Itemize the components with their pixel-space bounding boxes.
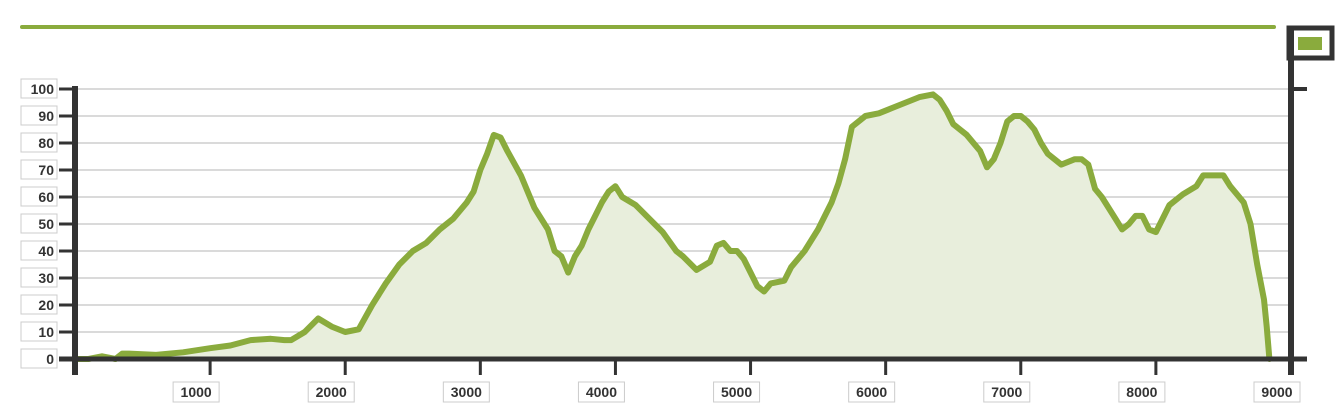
y-tick-label: 60 xyxy=(38,189,54,205)
x-tick-box-2000 xyxy=(307,381,355,403)
x-tick-label: 2000 xyxy=(316,384,347,400)
x-tick-label: 6000 xyxy=(856,384,887,400)
y-tick-box-30 xyxy=(20,267,58,288)
x-tick-label: 5000 xyxy=(721,384,752,400)
y-tick-label: 20 xyxy=(38,297,54,313)
axes xyxy=(59,28,1307,375)
x-axis-ticks: 1000 2000 3000 4000 5000 6000 7000 8000 9000 xyxy=(172,359,1301,403)
y-tick-box-70 xyxy=(20,159,58,180)
x-tick-box-3000 xyxy=(442,381,490,403)
legend xyxy=(1286,25,1335,61)
y-tick-box-40 xyxy=(20,240,58,261)
y-tick-box-50 xyxy=(20,213,58,234)
x-tick-box-7000 xyxy=(983,381,1031,403)
x-tick-label: 7000 xyxy=(991,384,1022,400)
y-tick-label: 0 xyxy=(46,351,54,367)
y-tick-label: 50 xyxy=(38,216,54,232)
y-tick-box-80 xyxy=(20,132,58,153)
y-tick-box-10 xyxy=(20,321,58,342)
x-tick-label: 9000 xyxy=(1261,384,1292,400)
x-tick-label: 3000 xyxy=(451,384,482,400)
x-tick-box-8000 xyxy=(1118,381,1166,403)
y-tick-box-0 xyxy=(20,348,58,369)
x-tick-box-4000 xyxy=(577,381,625,403)
series-line xyxy=(72,91,1273,362)
y-tick-label: 70 xyxy=(38,162,54,178)
y-tick-label: 30 xyxy=(38,270,54,286)
y-tick-box-90 xyxy=(20,105,58,126)
y-tick-box-60 xyxy=(20,186,58,207)
x-tick-box-9000 xyxy=(1253,381,1301,403)
y-tick-label: 90 xyxy=(38,108,54,124)
legend-swatch xyxy=(1298,37,1322,50)
y-tick-label: 40 xyxy=(38,243,54,259)
y-tick-label: 80 xyxy=(38,135,54,151)
y-axis-ticks: 0 10 20 30 40 50 60 70 80 90 100 xyxy=(20,78,75,369)
y-tick-box-100 xyxy=(20,78,58,99)
y-tick-label: 100 xyxy=(31,81,55,97)
y-tick-box-20 xyxy=(20,294,58,315)
y-tick-label: 10 xyxy=(38,324,54,340)
area-fill xyxy=(75,94,1270,360)
x-tick-label: 8000 xyxy=(1126,384,1157,400)
x-tick-box-5000 xyxy=(713,381,761,403)
x-tick-box-1000 xyxy=(172,381,220,403)
x-tick-box-6000 xyxy=(848,381,896,403)
plot-area xyxy=(72,91,1273,362)
x-tick-label: 4000 xyxy=(586,384,617,400)
x-tick-label: 1000 xyxy=(181,384,212,400)
